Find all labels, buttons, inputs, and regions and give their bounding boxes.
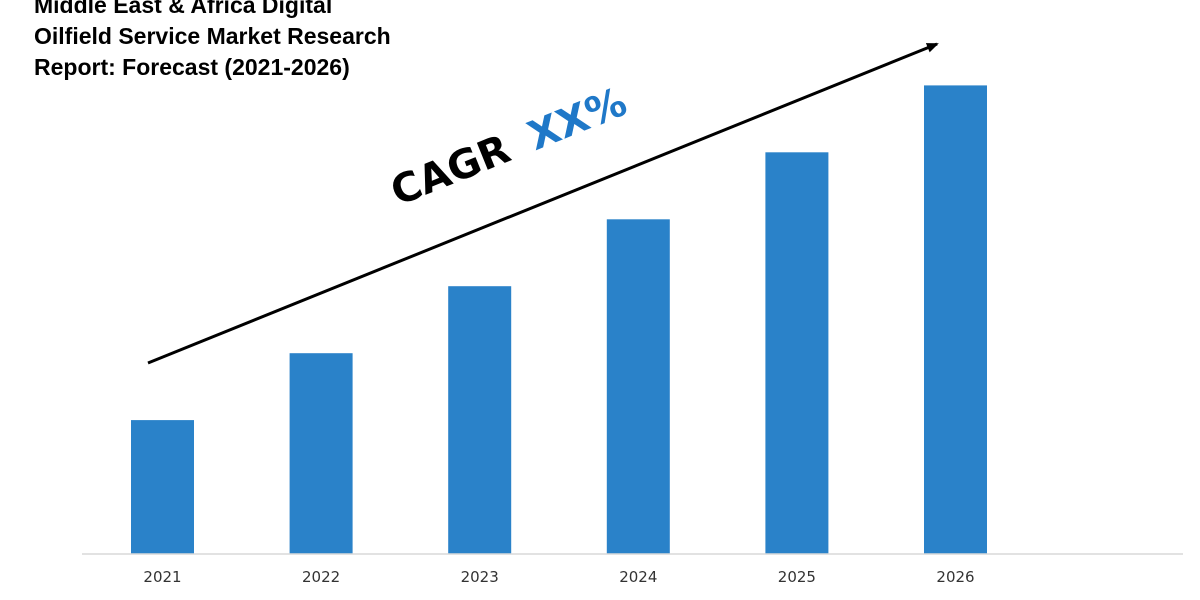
bar-2023 (448, 286, 512, 554)
bar-2025 (765, 152, 829, 555)
bar-2026 (924, 85, 987, 555)
chart-title: Middle East & Africa Digital Oilfield Se… (34, 0, 554, 83)
x-tick-label-2025: 2025 (778, 568, 816, 586)
bar-2021 (131, 420, 194, 554)
chart-title-line-2: Oilfield Service Market Research (34, 23, 391, 49)
trend-arrow (147, 42, 939, 365)
x-tick-label-2023: 2023 (461, 568, 499, 586)
x-tick-label-2021: 2021 (143, 568, 181, 586)
cagr-label: CAGR (385, 126, 517, 215)
x-tick-label-2024: 2024 (619, 568, 657, 586)
bar-2024 (606, 219, 670, 555)
bars-group (131, 85, 987, 555)
x-tick-labels: 2021 2022 2023 2024 2025 2026 (143, 568, 974, 586)
chart-title-line-3: Report: Forecast (2021-2026) (34, 54, 350, 80)
x-tick-label-2026: 2026 (936, 568, 974, 586)
x-tick-label-2022: 2022 (302, 568, 340, 586)
cagr-value: XX% (522, 79, 634, 160)
bar-2022 (289, 353, 353, 554)
chart-title-line-1: Middle East & Africa Digital (34, 0, 333, 18)
cagr-annotation: CAGR XX% (385, 79, 634, 215)
